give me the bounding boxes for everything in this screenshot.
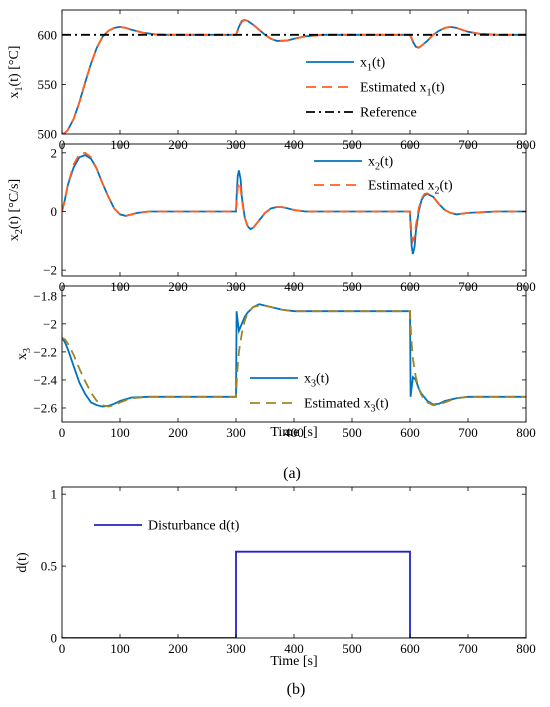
y-tick-label: 0.5 bbox=[41, 559, 57, 574]
legend: Disturbance d(t) bbox=[94, 519, 240, 534]
legend: x2(t) Estimated x2(t) bbox=[314, 155, 453, 197]
y-tick-label: 0 bbox=[51, 631, 58, 646]
panel-disturbance: 0 100 200 300 400 500 600 700 800 0 0.5 1 d(t) Time [… bbox=[15, 486, 536, 669]
series-line-0 bbox=[62, 550, 526, 638]
legend-entry: Reference bbox=[360, 106, 417, 121]
y-axis-label: x3 bbox=[15, 348, 33, 360]
axes-frame bbox=[61, 285, 527, 423]
x-tick-label: 600 bbox=[400, 641, 420, 656]
panel-x3: 0 100 200 300 400 500 600 700 800 −1.8 −2 −2.2 −2.4 −… bbox=[15, 285, 536, 440]
caption-a: (a) bbox=[283, 465, 301, 482]
x-tick-label: 800 bbox=[516, 425, 536, 440]
series-line-1 bbox=[62, 18, 526, 134]
y-tick-label: −1.8 bbox=[33, 288, 57, 303]
y-tick-label: 500 bbox=[38, 127, 58, 142]
y-tick-label: −2.4 bbox=[33, 372, 57, 387]
series-line-1 bbox=[62, 304, 526, 408]
y-axis-label: x2(t) [°C/s] bbox=[7, 179, 25, 241]
legend-entry: Estimated x1(t) bbox=[360, 81, 445, 99]
x-tick-label: 200 bbox=[168, 425, 188, 440]
legend: x1(t) Estimated x1(t) Reference bbox=[306, 56, 445, 121]
x-tick-label: 600 bbox=[400, 425, 420, 440]
x-axis-label: Time [s] bbox=[270, 654, 317, 669]
y-tick-label: −2.6 bbox=[33, 400, 57, 415]
x-tick-label: 800 bbox=[516, 641, 536, 656]
x-tick-label: 0 bbox=[59, 641, 66, 656]
x-tick-label: 700 bbox=[458, 425, 478, 440]
legend-entry: x1(t) bbox=[360, 56, 386, 74]
series-line-0 bbox=[62, 303, 526, 408]
y-tick-label: 2 bbox=[51, 145, 58, 160]
y-tick-label: 600 bbox=[38, 27, 58, 42]
y-tick-label: 0 bbox=[51, 204, 58, 219]
legend: x3(t) Estimated x3(t) bbox=[250, 372, 389, 415]
axes-frame bbox=[61, 486, 527, 639]
panel-x1: 0 100 200 300 400 500 600 700 800500550600x1(t) … bbox=[7, 9, 536, 152]
x-tick-label: 100 bbox=[110, 425, 130, 440]
y-axis-label: d(t) bbox=[15, 552, 30, 573]
x-axis-label: Time [s] bbox=[270, 425, 317, 440]
x-tick-label: 300 bbox=[226, 425, 246, 440]
x-tick-label: 300 bbox=[226, 641, 246, 656]
x-tick-label: 500 bbox=[342, 425, 362, 440]
y-tick-label: −2 bbox=[43, 263, 57, 278]
x-tick-label: 100 bbox=[110, 641, 130, 656]
x-tick-label: 500 bbox=[342, 641, 362, 656]
y-tick-label: −2.2 bbox=[33, 344, 57, 359]
x-tick-label: 0 bbox=[59, 425, 66, 440]
legend-entry: x2(t) bbox=[368, 155, 394, 173]
x-tick-label: 200 bbox=[168, 641, 188, 656]
series-line-0 bbox=[62, 154, 526, 255]
series-line-0 bbox=[62, 18, 526, 134]
y-tick-label: −2 bbox=[43, 316, 57, 331]
legend-entry: Estimated x3(t) bbox=[304, 397, 389, 415]
x-tick-label: 700 bbox=[458, 641, 478, 656]
legend-entry: Estimated x2(t) bbox=[368, 179, 453, 197]
y-axis-label: x1(t) [°C] bbox=[7, 46, 25, 99]
series-line-1 bbox=[62, 151, 526, 244]
legend-entry: x3(t) bbox=[304, 372, 330, 390]
x-tick-label: 400 bbox=[284, 425, 304, 440]
caption-b: (b) bbox=[287, 681, 306, 698]
y-tick-label: 550 bbox=[38, 77, 58, 92]
legend-entry: Disturbance d(t) bbox=[148, 519, 240, 534]
y-tick-label: 1 bbox=[51, 487, 58, 502]
x-tick-label: 400 bbox=[284, 641, 304, 656]
